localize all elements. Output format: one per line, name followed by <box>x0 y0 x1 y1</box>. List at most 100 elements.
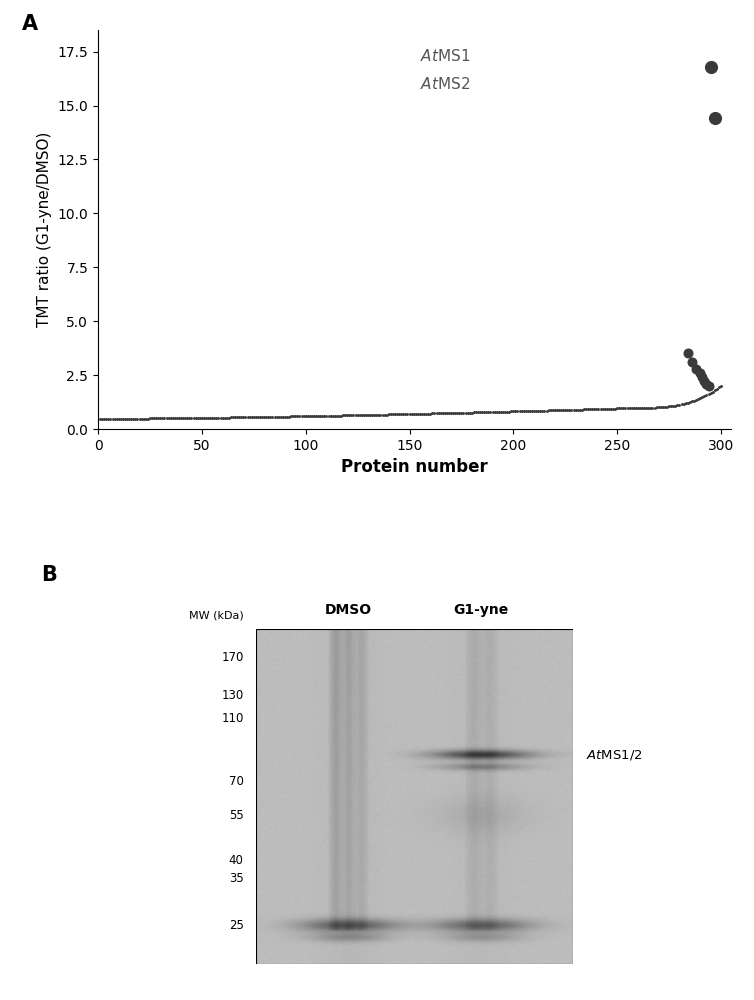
Point <box>445 405 457 421</box>
Point <box>700 387 713 403</box>
Point <box>620 400 632 416</box>
Point <box>179 410 192 426</box>
Point <box>171 410 183 426</box>
Point <box>406 406 418 422</box>
Point <box>538 403 550 419</box>
Point <box>133 411 146 427</box>
Point <box>376 407 388 423</box>
Point <box>678 396 690 412</box>
Point <box>651 399 663 415</box>
Point <box>596 401 608 417</box>
Point <box>653 399 665 415</box>
Point <box>227 409 239 425</box>
Point <box>499 404 511 420</box>
Point <box>426 405 438 421</box>
Point <box>464 405 476 421</box>
Point <box>366 407 379 423</box>
Point <box>507 403 520 419</box>
Point <box>524 403 536 419</box>
Point <box>142 411 154 427</box>
Point <box>216 410 228 426</box>
Point <box>258 409 270 425</box>
Point <box>646 400 658 416</box>
Point <box>395 406 407 422</box>
Point <box>265 409 277 425</box>
Point <box>310 408 322 424</box>
Point <box>667 398 679 414</box>
Point <box>522 403 534 419</box>
Point <box>578 401 590 417</box>
Point <box>350 407 362 423</box>
Point <box>694 365 706 381</box>
Point <box>316 408 328 424</box>
Point <box>158 410 170 426</box>
Point <box>401 406 413 422</box>
Point <box>194 410 206 426</box>
Point <box>229 409 241 425</box>
Point <box>127 411 139 427</box>
Point <box>541 403 553 419</box>
Text: 25: 25 <box>228 919 244 932</box>
Point <box>686 354 698 370</box>
Point <box>715 378 727 394</box>
Point <box>698 388 710 404</box>
Point <box>684 394 696 410</box>
Point <box>690 361 702 377</box>
Point <box>391 406 403 422</box>
Point <box>362 407 374 423</box>
Point <box>358 407 370 423</box>
Point <box>580 401 592 417</box>
Point <box>248 409 260 425</box>
Point <box>624 400 636 416</box>
Point <box>453 405 465 421</box>
Point <box>418 406 430 422</box>
Text: 170: 170 <box>222 651 244 664</box>
Point <box>360 407 372 423</box>
Point <box>588 401 600 417</box>
Point <box>111 411 123 427</box>
Point <box>291 408 303 424</box>
Point <box>146 410 158 426</box>
Point <box>628 400 640 416</box>
Point <box>351 407 363 423</box>
Point <box>100 411 112 427</box>
Point <box>196 410 208 426</box>
Point <box>568 402 580 418</box>
Point <box>648 400 661 416</box>
Point <box>439 405 451 421</box>
Point <box>709 382 721 398</box>
Point <box>268 409 280 425</box>
Point <box>582 401 594 417</box>
Point <box>106 411 118 427</box>
Point <box>210 410 222 426</box>
Point <box>225 409 237 425</box>
Text: G1-yne: G1-yne <box>454 603 509 617</box>
Point <box>557 402 569 418</box>
Point <box>131 411 143 427</box>
Point <box>183 410 195 426</box>
Point <box>125 411 137 427</box>
Text: DMSO: DMSO <box>325 603 372 617</box>
Point <box>634 400 646 416</box>
Point <box>501 404 513 420</box>
Point <box>302 408 314 424</box>
Point <box>459 405 471 421</box>
Point <box>645 400 657 416</box>
Point <box>495 404 507 420</box>
Point <box>605 401 617 417</box>
Point <box>148 410 160 426</box>
Text: 70: 70 <box>228 775 244 788</box>
Point <box>123 411 135 427</box>
Text: 35: 35 <box>229 872 244 885</box>
Point <box>262 409 274 425</box>
Point <box>489 404 501 420</box>
Point <box>121 411 133 427</box>
Point <box>208 410 220 426</box>
Point <box>105 411 117 427</box>
Point <box>320 408 333 424</box>
Point <box>341 407 353 423</box>
Point <box>682 395 694 411</box>
Point <box>138 411 150 427</box>
Point <box>455 405 467 421</box>
Point <box>279 409 291 425</box>
